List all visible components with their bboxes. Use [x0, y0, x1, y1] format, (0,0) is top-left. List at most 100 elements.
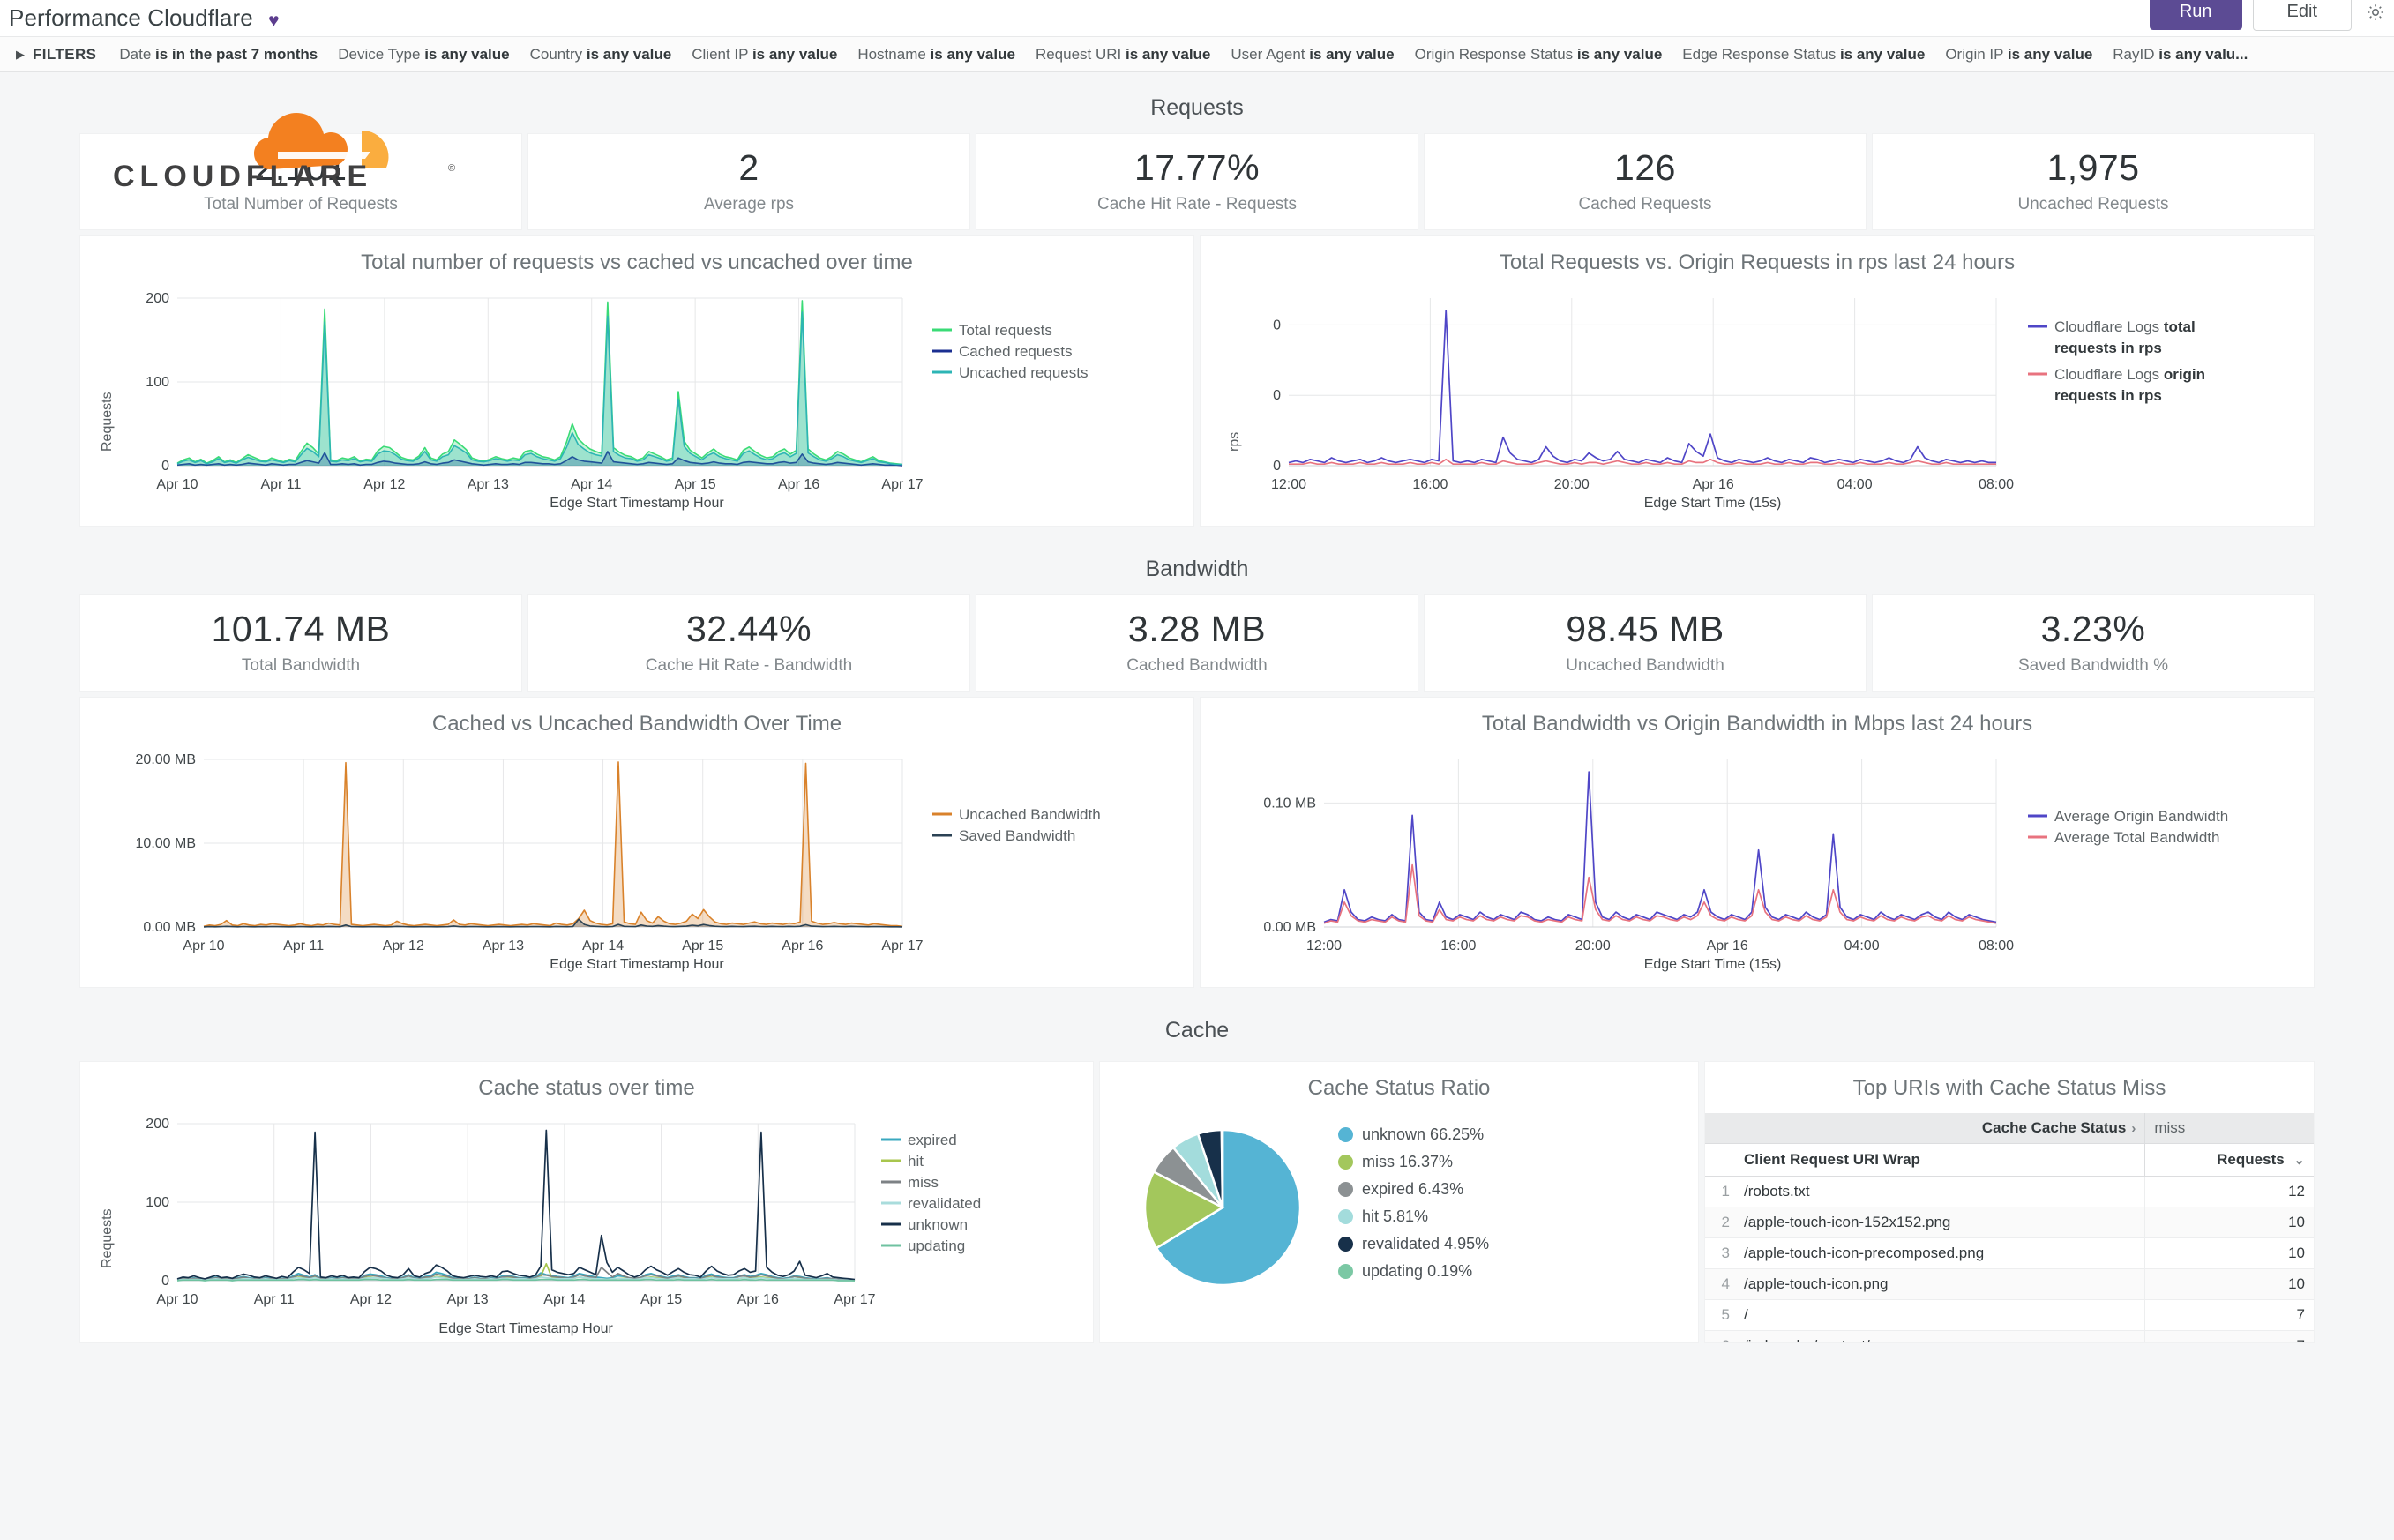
chart-svg: 0.00 MB 10.00 MB 20.00 MB Apr 10 Apr 11 Apr 1…	[136, 752, 1101, 953]
filter-chip[interactable]: Origin Response Status is any value	[1415, 46, 1663, 64]
table-row[interactable]: 5 / 7	[1705, 1299, 2314, 1331]
svg-text:0: 0	[1273, 388, 1281, 403]
legend-item[interactable]: expired 6.43%	[1338, 1180, 1489, 1199]
table-row[interactable]: 1 /robots.txt 12	[1705, 1176, 2314, 1207]
svg-text:Apr 12: Apr 12	[383, 938, 424, 953]
svg-text:hit: hit	[908, 1153, 924, 1170]
table-row[interactable]: 6 /index.php/contact/ 7	[1705, 1330, 2314, 1342]
svg-text:miss: miss	[908, 1174, 939, 1191]
row-number: 5	[1705, 1299, 1735, 1331]
chart-card-bandwidth-over-time[interactable]: Cached vs Uncached Bandwidth Over Time 0…	[79, 697, 1194, 988]
filter-chip[interactable]: Hostname is any value	[857, 46, 1015, 64]
svg-text:Apr 11: Apr 11	[260, 477, 301, 492]
filter-chip[interactable]: RayID is any valu...	[2113, 46, 2248, 64]
svg-text:revalidated: revalidated	[908, 1195, 981, 1212]
x-axis-label: Edge Start Timestamp Hour	[550, 496, 724, 511]
filters-label[interactable]: FILTERS	[33, 45, 97, 63]
svg-text:200: 200	[146, 1117, 169, 1132]
chevron-right-icon[interactable]: ›	[2131, 1121, 2136, 1136]
svg-text:0: 0	[1273, 459, 1281, 474]
legend-label: unknown 66.25%	[1362, 1125, 1485, 1143]
table-row[interactable]: 4 /apple-touch-icon.png 10	[1705, 1268, 2314, 1300]
row-number: 4	[1705, 1268, 1735, 1300]
chart-card-cache-status-over-time[interactable]: Cache status over time Requests 0 100 200 A…	[79, 1061, 1094, 1343]
svg-text:0: 0	[161, 459, 169, 474]
svg-text:Apr 15: Apr 15	[675, 477, 716, 492]
kpi-value: 1,975	[2046, 146, 2140, 188]
svg-text:Apr 15: Apr 15	[640, 1292, 682, 1307]
table-card-top-uris[interactable]: Top URIs with Cache Status Miss Cache Ca…	[1704, 1061, 2315, 1343]
run-button[interactable]: Run	[2149, 0, 2242, 30]
svg-text:Saved Bandwidth: Saved Bandwidth	[959, 827, 1075, 844]
svg-text:Apr 17: Apr 17	[881, 477, 923, 492]
heart-icon[interactable]: ♥	[268, 11, 280, 31]
kpi-value: 32.44%	[685, 608, 812, 649]
svg-text:0.00 MB: 0.00 MB	[1263, 920, 1316, 935]
filter-field: Date	[119, 45, 152, 63]
filter-value: is in the past 7 months	[155, 45, 318, 63]
legend-item[interactable]: revalidated 4.95%	[1338, 1235, 1489, 1253]
x-axis-label: Edge Start Timestamp Hour	[438, 1321, 613, 1336]
plot-area: 0.00 MB 0.10 MB 12:00 16:00 20:00 Apr 16 04:00…	[1201, 736, 2314, 989]
filter-value: is any value	[424, 45, 510, 63]
svg-text:Apr 16: Apr 16	[1693, 477, 1734, 492]
pie-chart-svg	[1143, 1128, 1302, 1287]
svg-text:Cloudflare Logs origin: Cloudflare Logs origin	[2054, 366, 2205, 383]
chart-title: Total number of requests vs cached vs un…	[361, 250, 913, 274]
group-header-cell[interactable]: Cache Cache Status ›	[1705, 1113, 2145, 1144]
table-row[interactable]: 3 /apple-touch-icon-precomposed.png 10	[1705, 1237, 2314, 1269]
cell-uri: /robots.txt	[1735, 1176, 2145, 1207]
dashboard-canvas: CLOUDFLARE ® Requests 2,101 Total Number…	[0, 72, 2394, 1540]
plot-area: rps 0 0 0 12:00 16:00 20:00 Apr 16 04:00 08:00 Cl…	[1201, 275, 2314, 527]
filter-chip[interactable]: Origin IP is any value	[1945, 46, 2092, 64]
cell-requests: 12	[2144, 1176, 2314, 1207]
filter-chip[interactable]: Client IP is any value	[692, 46, 837, 64]
caret-right-icon[interactable]: ▶	[16, 47, 25, 61]
legend-item[interactable]: updating 0.19%	[1338, 1262, 1489, 1281]
gear-icon[interactable]	[2362, 0, 2389, 26]
chart-svg: 0.00 MB 0.10 MB 12:00 16:00 20:00 Apr 16 04:00…	[1263, 759, 2228, 953]
svg-text:0: 0	[1273, 318, 1281, 333]
table-row[interactable]: 2 /apple-touch-icon-152x152.png 10	[1705, 1207, 2314, 1238]
filter-field: Hostname	[857, 45, 926, 63]
chart-card-requests-rps[interactable]: Total Requests vs. Origin Requests in rp…	[1200, 235, 2315, 527]
legend-item[interactable]: miss 16.37%	[1338, 1153, 1489, 1171]
edit-button[interactable]: Edit	[2252, 0, 2352, 31]
filter-bar: ▶ FILTERS Date is in the past 7 months D…	[0, 37, 2394, 72]
kpi-label: Cached Requests	[1578, 195, 1712, 214]
legend-label: revalidated 4.95%	[1362, 1235, 1490, 1252]
kpi-label: Uncached Bandwidth	[1566, 656, 1724, 676]
svg-text:requests in rps: requests in rps	[2054, 340, 2162, 356]
chevron-down-icon[interactable]: ⌄	[2293, 1153, 2305, 1168]
filter-chip[interactable]: Edge Response Status is any value	[1682, 46, 1925, 64]
kpi-value: 101.74 MB	[211, 608, 391, 649]
pie-wrap	[1123, 1115, 1326, 1313]
filter-chip[interactable]: Date is in the past 7 months	[119, 46, 318, 64]
svg-text:Apr 10: Apr 10	[156, 477, 198, 492]
svg-text:Average Origin Bandwidth: Average Origin Bandwidth	[2054, 808, 2228, 825]
svg-text:20:00: 20:00	[1575, 938, 1611, 953]
filter-chip[interactable]: Request URI is any value	[1036, 46, 1210, 64]
column-header-uri[interactable]: Client Request URI Wrap	[1735, 1143, 2145, 1177]
svg-text:Apr 17: Apr 17	[834, 1292, 875, 1307]
svg-text:expired: expired	[908, 1132, 957, 1148]
kpi-label: Cache Hit Rate - Requests	[1097, 195, 1297, 214]
cell-requests: 10	[2144, 1237, 2314, 1269]
kpi-tile: 32.44% Cache Hit Rate - Bandwidth	[527, 594, 970, 692]
chart-card-cache-status-ratio[interactable]: Cache Status Ratio unknown 66.25% miss 1…	[1099, 1061, 1699, 1343]
chart-title: Cache status over time	[478, 1076, 695, 1100]
legend-item[interactable]: hit 5.81%	[1338, 1207, 1489, 1226]
filter-chip[interactable]: User Agent is any value	[1231, 46, 1394, 64]
filter-chip[interactable]: Device Type is any value	[338, 46, 509, 64]
chart-card-requests-over-time[interactable]: Total number of requests vs cached vs un…	[79, 235, 1194, 527]
column-header-requests[interactable]: Requests ⌄	[2144, 1143, 2314, 1177]
legend-swatch-expired	[1338, 1182, 1353, 1197]
svg-text:Apr 16: Apr 16	[737, 1292, 779, 1307]
kpi-tile: 101.74 MB Total Bandwidth	[79, 594, 522, 692]
svg-text:10.00 MB: 10.00 MB	[136, 836, 196, 851]
legend-item[interactable]: unknown 66.25%	[1338, 1125, 1489, 1144]
kpi-label: Uncached Requests	[2017, 195, 2169, 214]
kpi-value: 3.23%	[2040, 608, 2146, 649]
filter-chip[interactable]: Country is any value	[530, 46, 672, 64]
chart-card-bandwidth-mbps[interactable]: Total Bandwidth vs Origin Bandwidth in M…	[1200, 697, 2315, 988]
